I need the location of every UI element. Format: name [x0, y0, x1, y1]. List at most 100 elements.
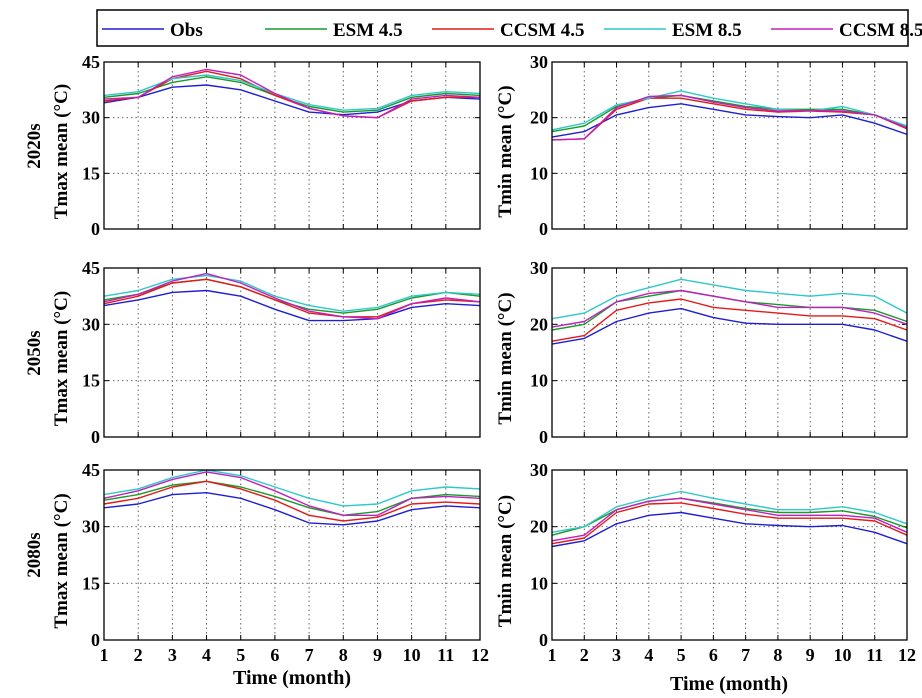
x-tick-label: 1 [548, 645, 557, 665]
series-line-obs [551, 511, 908, 548]
x-tick-label: 7 [741, 645, 750, 665]
legend-entry: CCSM 4.5 [432, 20, 584, 41]
x-tick-label: 12 [898, 645, 916, 665]
x-tick-label: 3 [612, 645, 621, 665]
y-tick-label: 45 [82, 460, 100, 480]
series-line-esm-85 [551, 278, 908, 320]
y-tick-label: 15 [82, 573, 100, 593]
legend-label: CCSM 8.5 [839, 20, 922, 41]
x-tick-label: 11 [866, 645, 883, 665]
series-line-esm-45 [551, 94, 908, 133]
x-tick-label: 10 [403, 645, 421, 665]
x-tick-label: 6 [709, 645, 718, 665]
x-tick-label: 10 [833, 645, 851, 665]
x-tick-label: 8 [773, 645, 782, 665]
x-tick-label: 7 [305, 645, 314, 665]
legend: Obs ESM 4.5 CCSM 4.5 ESM 8.5 CCSM 8.5 [96, 9, 922, 47]
y-tick-label: 45 [82, 258, 100, 278]
axes-frame [103, 61, 481, 230]
y-tick-label: 0 [539, 630, 548, 650]
x-tick-label: 12 [471, 645, 489, 665]
y-tick-label: 30 [82, 108, 100, 128]
legend-label: Obs [170, 20, 203, 41]
y-tick-label: 0 [539, 427, 548, 447]
row-label-2080s: 2080s [24, 532, 45, 577]
legend-entry: ESM 8.5 [604, 20, 742, 41]
x-tick-label: 5 [677, 645, 686, 665]
y-tick-label: 10 [530, 371, 548, 391]
y-axis-label: Tmax mean (°C) [51, 84, 72, 219]
series-line-ccsm-85 [103, 471, 481, 516]
legend-label: ESM 8.5 [672, 20, 742, 41]
y-tick-label: 20 [530, 517, 548, 537]
row-label-2020s: 2020s [24, 123, 45, 168]
x-tick-label: 4 [644, 645, 653, 665]
series-line-ccsm-45 [103, 278, 481, 318]
legend-box [96, 9, 909, 47]
series-line-esm-85 [103, 469, 481, 507]
x-tick-label: 3 [168, 645, 177, 665]
series-line-obs [551, 307, 908, 345]
y-tick-label: 45 [82, 52, 100, 72]
series-line-esm-45 [551, 497, 908, 536]
series-line-esm-85 [103, 274, 481, 312]
x-tick-label: 5 [236, 645, 245, 665]
series-line-ccsm-85 [103, 272, 481, 320]
series-line-ccsm-85 [551, 94, 908, 141]
y-tick-label: 30 [82, 314, 100, 334]
axes-frame [551, 469, 908, 641]
y-tick-label: 30 [530, 258, 548, 278]
series-line-esm-85 [103, 74, 481, 111]
axes-frame [551, 61, 908, 230]
legend-entry: CCSM 8.5 [771, 20, 922, 41]
y-tick-label: 30 [530, 52, 548, 72]
y-tick-label: 20 [530, 108, 548, 128]
series-line-ccsm-45 [551, 502, 908, 545]
series-line-obs [103, 492, 481, 526]
series-line-ccsm-45 [551, 97, 908, 141]
y-tick-label: 0 [91, 219, 100, 239]
axes-frame [103, 267, 481, 438]
x-tick-label: 9 [373, 645, 382, 665]
panel-2050s-tmin: 0 10 20 30 Tmin mean (°C) [495, 258, 908, 447]
y-axis-label: Tmax mean (°C) [51, 291, 72, 426]
panel-2020s-tmin: 0 10 20 30 Tmin mean (°C) [495, 52, 908, 239]
series-line-ccsm-45 [103, 70, 480, 119]
x-tick-label: 8 [339, 645, 348, 665]
series-line-ccsm-45 [103, 480, 481, 522]
figure-labels: 2020s 2050s 2080s Time (month) Time (month) [24, 123, 788, 695]
series-line-ccsm-85 [551, 289, 908, 328]
series-line-esm-85 [551, 490, 908, 533]
x-axis-label-left: Time (month) [233, 667, 351, 689]
x-tick-label: 11 [437, 645, 454, 665]
axes-frame [103, 469, 481, 641]
y-tick-label: 30 [82, 517, 100, 537]
y-tick-label: 30 [530, 460, 548, 480]
y-axis-label: Tmin mean (°C) [495, 495, 516, 627]
y-tick-label: 0 [91, 427, 100, 447]
y-tick-label: 15 [82, 371, 100, 391]
legend-label: CCSM 4.5 [500, 20, 584, 41]
y-tick-label: 10 [530, 573, 548, 593]
x-tick-label: 1 [100, 645, 109, 665]
legend-entry: ESM 4.5 [265, 20, 403, 41]
x-tick-label: 2 [134, 645, 143, 665]
axes-frame [551, 267, 908, 438]
legend-label: ESM 4.5 [333, 20, 403, 41]
x-tick-label: 4 [202, 645, 211, 665]
y-tick-label: 15 [82, 163, 100, 183]
x-tick-label: 2 [580, 645, 589, 665]
x-tick-label: 6 [270, 645, 279, 665]
series-line-esm-85 [551, 90, 908, 131]
series-line-esm-45 [103, 278, 481, 314]
y-tick-label: 10 [530, 163, 548, 183]
series-line-ccsm-45 [551, 298, 908, 342]
series-line-ccsm-85 [103, 68, 481, 119]
x-tick-label: 9 [806, 645, 815, 665]
y-tick-label: 0 [539, 219, 548, 239]
legend-entry: Obs [102, 20, 203, 41]
